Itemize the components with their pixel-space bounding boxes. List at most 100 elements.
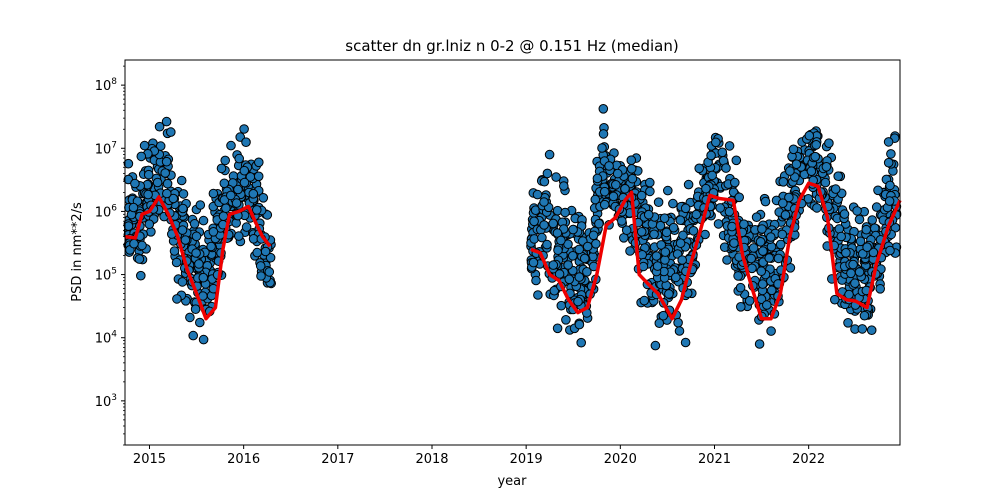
scatter-point bbox=[651, 251, 662, 261]
scatter-point bbox=[671, 272, 681, 283]
scatter-point bbox=[591, 239, 601, 249]
scatter-point bbox=[636, 227, 647, 237]
scatter-point bbox=[531, 275, 541, 286]
plot-frame bbox=[124, 59, 901, 446]
scatter-point bbox=[766, 285, 777, 296]
scatter-point bbox=[668, 222, 679, 233]
scatter-point bbox=[529, 234, 540, 244]
scatter-point bbox=[189, 219, 200, 229]
scatter-point bbox=[711, 137, 721, 148]
scatter-points bbox=[123, 104, 902, 351]
scatter-point bbox=[160, 168, 170, 178]
scatter-point bbox=[836, 231, 847, 242]
x-tick-label: 2018 bbox=[415, 452, 448, 467]
scatter-point bbox=[652, 261, 663, 271]
scatter-point bbox=[766, 326, 776, 336]
scatter-point bbox=[821, 162, 832, 172]
scatter-point bbox=[706, 150, 716, 161]
scatter-point bbox=[208, 227, 219, 237]
scatter-point bbox=[234, 153, 244, 164]
scatter-point bbox=[885, 180, 895, 191]
scatter-point bbox=[191, 231, 202, 242]
scatter-point bbox=[729, 238, 739, 248]
scatter-point bbox=[754, 339, 765, 349]
scatter-point bbox=[727, 221, 737, 232]
scatter-point bbox=[597, 143, 607, 153]
scatter-point bbox=[220, 155, 230, 166]
scatter-point bbox=[123, 221, 134, 231]
scatter-point bbox=[663, 185, 673, 196]
scatter-point bbox=[658, 310, 669, 321]
scatter-point bbox=[744, 296, 755, 306]
scatter-point bbox=[688, 226, 699, 236]
y-tick-label: 103 bbox=[95, 393, 117, 410]
scatter-point bbox=[195, 317, 205, 328]
scatter-point bbox=[556, 300, 567, 311]
x-axis-ticks: 2015 2016 2017 2018 2019 2020 2021 2022 bbox=[133, 445, 825, 467]
scatter-point bbox=[608, 191, 619, 202]
scatter-point bbox=[191, 248, 201, 258]
scatter-point bbox=[239, 165, 250, 176]
scatter-point bbox=[529, 216, 539, 227]
scatter-point bbox=[674, 326, 685, 336]
scatter-point bbox=[855, 236, 866, 247]
scatter-point bbox=[137, 240, 147, 251]
scatter-point bbox=[539, 220, 549, 230]
scatter-point bbox=[219, 178, 230, 189]
scatter-point bbox=[551, 172, 561, 182]
scatter-point bbox=[668, 198, 678, 209]
scatter-point bbox=[582, 241, 593, 252]
scatter-point bbox=[734, 192, 745, 203]
scatter-point bbox=[756, 266, 767, 277]
scatter-point bbox=[883, 157, 894, 168]
scatter-point bbox=[208, 188, 219, 199]
scatter-point bbox=[231, 198, 242, 208]
scatter-point bbox=[136, 151, 147, 162]
scatter-point bbox=[171, 257, 182, 268]
scatter-point bbox=[188, 330, 198, 341]
scatter-point bbox=[168, 193, 179, 204]
scatter-point bbox=[654, 318, 665, 329]
scatter-point bbox=[143, 169, 154, 180]
scatter-point bbox=[264, 267, 275, 277]
scatter-point bbox=[537, 232, 547, 243]
x-tick-label: 2020 bbox=[604, 452, 637, 467]
y-tick-label: 108 bbox=[95, 77, 118, 94]
scatter-point bbox=[130, 178, 140, 189]
scatter-point bbox=[574, 319, 585, 330]
scatter-point bbox=[190, 304, 201, 315]
scatter-point bbox=[552, 323, 563, 334]
scatter-point bbox=[649, 229, 659, 240]
scatter-point bbox=[592, 173, 603, 184]
scatter-point bbox=[252, 247, 263, 258]
scatter-point bbox=[884, 196, 895, 206]
scatter-point bbox=[830, 294, 840, 305]
scatter-point bbox=[146, 227, 156, 237]
scatter-point bbox=[733, 271, 743, 281]
scatter-point bbox=[724, 141, 735, 151]
scatter-point bbox=[645, 186, 655, 197]
scatter-point bbox=[258, 193, 269, 203]
scatter-point bbox=[766, 232, 776, 242]
scatter-point bbox=[582, 267, 592, 277]
x-tick-label: 2017 bbox=[321, 452, 354, 467]
scatter-point bbox=[735, 282, 746, 293]
scatter-point bbox=[556, 235, 566, 246]
scatter-point bbox=[858, 249, 868, 259]
scatter-point bbox=[683, 179, 694, 190]
scatter-point bbox=[760, 196, 771, 207]
x-tick-label: 2016 bbox=[227, 452, 260, 467]
scatter-point bbox=[780, 210, 791, 220]
scatter-point bbox=[598, 129, 609, 139]
scatter-point bbox=[617, 216, 627, 226]
chart-title: scatter dn gr.lniz n 0-2 @ 0.151 Hz (med… bbox=[345, 37, 678, 55]
scatter-point bbox=[852, 206, 862, 216]
scatter-point bbox=[778, 177, 789, 187]
scatter-point bbox=[564, 274, 575, 285]
x-axis-label: year bbox=[497, 474, 527, 489]
scatter-point bbox=[588, 230, 599, 241]
scatter-point bbox=[773, 253, 784, 264]
scatter-point bbox=[241, 222, 252, 232]
median-line bbox=[530, 181, 902, 321]
scatter-point bbox=[762, 300, 772, 310]
